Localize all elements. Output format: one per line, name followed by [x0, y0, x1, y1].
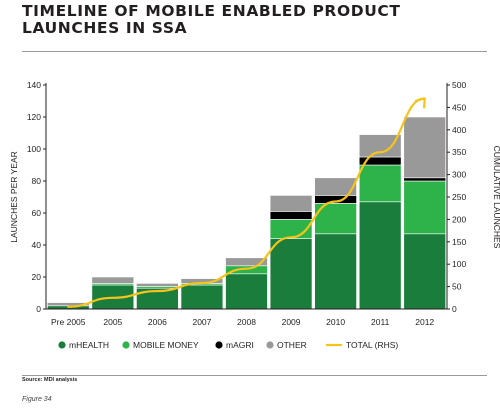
- x-tick-label: 2008: [237, 317, 256, 327]
- y-tick-label-right: 0: [452, 304, 457, 314]
- y-axis-title-left: LAUNCHES PER YEAR: [9, 151, 19, 242]
- x-tick-label: 2005: [103, 317, 122, 327]
- bar-segment: [225, 257, 268, 267]
- y-tick-label-left: 40: [32, 240, 42, 250]
- y-tick-label-right: 400: [452, 125, 466, 135]
- y-tick-label-left: 80: [32, 176, 42, 186]
- chart-svg: 0 20 40 60 80 100 120 140 0 50 100 150 200 250 300 350 4…: [9, 80, 500, 350]
- y-tick-label-left: 140: [27, 80, 41, 90]
- x-tick-label: 2009: [282, 317, 301, 327]
- legend-label: mAGRI: [226, 340, 254, 350]
- y-tick-label-left: 120: [27, 112, 41, 122]
- bar-segment: [136, 283, 179, 287]
- y-tick-label-right: 50: [452, 282, 462, 292]
- legend-label: MOBILE MONEY: [133, 340, 199, 350]
- bar-segment: [358, 201, 402, 310]
- legend-swatch: [58, 341, 66, 349]
- chart-title-line-2: LAUNCHES IN SSA: [22, 19, 188, 37]
- legend-swatch: [122, 341, 130, 349]
- y-tick-label-left: 100: [27, 144, 41, 154]
- bar-segment: [91, 276, 135, 284]
- x-tick-label: 2012: [415, 317, 434, 327]
- bar-segment: [225, 273, 268, 310]
- bar-segment: [403, 177, 446, 182]
- title-divider: [22, 51, 487, 52]
- y-tick-label-right: 300: [452, 170, 466, 180]
- legend-swatch: [215, 341, 223, 349]
- bar-segment: [269, 238, 313, 310]
- y-tick-label-right: 150: [452, 237, 466, 247]
- legend-label: TOTAL (RHS): [346, 340, 398, 350]
- y-tick-label-left: 0: [36, 304, 41, 314]
- legend-label: OTHER: [277, 340, 307, 350]
- bar-segment: [403, 233, 446, 310]
- bar-segment: [403, 116, 446, 179]
- bar-segment: [358, 134, 402, 158]
- y-tick-label-left: 20: [32, 272, 42, 282]
- x-tick-label: 2010: [326, 317, 345, 327]
- x-tick-label: 2011: [371, 317, 390, 327]
- bar-segment: [314, 233, 357, 310]
- chart-title: TIMELINE OF MOBILE ENABLED PRODUCT LAUNC…: [22, 3, 401, 37]
- chart-title-line-1: TIMELINE OF MOBILE ENABLED PRODUCT: [22, 2, 401, 20]
- bar-segment: [314, 177, 357, 196]
- bar-segment: [180, 284, 224, 310]
- y-tick-label-right: 350: [452, 147, 466, 157]
- x-tick-label: 2006: [148, 317, 167, 327]
- x-tick-label: Pre 2005: [51, 317, 86, 327]
- bar-segment: [403, 180, 446, 235]
- source-divider: [22, 375, 487, 376]
- y-tick-label-right: 500: [452, 80, 466, 90]
- y-tick-label-right: 100: [452, 259, 466, 269]
- bar-segment: [358, 164, 402, 203]
- plot-layer: 0 20 40 60 80 100 120 140 0 50 100 150 200 250 300 350 4…: [9, 80, 500, 350]
- y-tick-label-right: 450: [452, 102, 466, 112]
- bar-segment: [269, 195, 313, 212]
- x-tick-label: 2007: [192, 317, 211, 327]
- y-tick-label-left: 60: [32, 208, 42, 218]
- y-tick-label-right: 250: [452, 192, 466, 202]
- total-line-arrowhead: [414, 97, 426, 109]
- legend-label: mHEALTH: [69, 340, 109, 350]
- figure-label: Figure 34: [22, 396, 52, 403]
- y-tick-label-right: 200: [452, 214, 466, 224]
- legend-swatch: [266, 341, 274, 349]
- y-axis-title-right: CUMULATIVE LAUNCHES: [492, 146, 500, 249]
- source-note: Source: MDI analysis: [22, 377, 78, 383]
- total-line: [67, 97, 426, 308]
- bar-segment: [269, 211, 313, 220]
